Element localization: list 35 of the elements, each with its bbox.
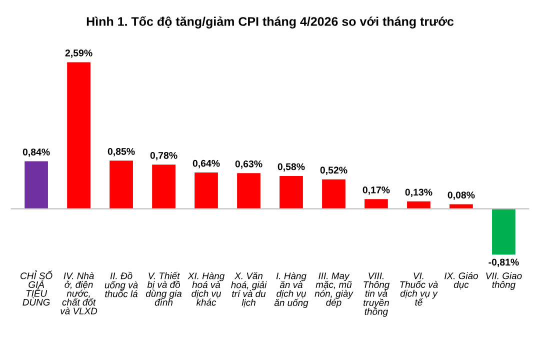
data-label: 0,08% (448, 192, 475, 200)
data-label: 0,52% (320, 166, 348, 175)
x-tick-label: III. May mặc, mũ nón, giày dép (314, 272, 354, 308)
bar (237, 173, 260, 209)
data-label: 0,64% (192, 160, 220, 168)
chart-title: Hình 1. Tốc độ tăng/giảm CPI tháng 4/2026 so với tháng trước (86, 16, 454, 28)
x-tick-label: I. Hàng ăn và dịch vụ ăn uống (274, 272, 308, 308)
bar (110, 160, 133, 209)
x-tick-label: X. Văn hoá, giải trí và du lịch (231, 272, 267, 308)
bar (280, 176, 303, 209)
x-tick-label: VIII. Thông tin và truyền thông (364, 272, 390, 317)
bar (492, 208, 516, 255)
bar (322, 179, 346, 209)
data-label: 0,58% (278, 163, 305, 172)
data-label: 0,63% (235, 160, 262, 169)
x-tick-label: V. Thiết bị và đồ dùng gia đình (146, 272, 182, 306)
x-tick-label: CHỈ SỐ GIÁ TIÊU DÙNG (20, 270, 52, 306)
data-label: 0,13% (405, 188, 432, 198)
bar (152, 164, 176, 209)
data-label: 2,59% (65, 50, 92, 58)
data-label: 0,85% (108, 148, 135, 156)
x-tick-label: II. Đồ uống và thuốc lá (104, 272, 138, 298)
x-tick-label: IX. Giáo dục (444, 272, 478, 290)
bar (194, 172, 218, 209)
data-label: -0,81% (488, 258, 519, 268)
bar (24, 161, 48, 209)
x-tick-label: XI. Hàng hoá và dịch vụ khác (188, 272, 225, 306)
x-tick-label: VII. Giao thông (486, 272, 522, 290)
x-tick-label: IV. Nhà ở, điện nước, chất đốt và VLXD (60, 272, 98, 314)
x-tick-label: VI. Thuốc và dịch vụ y tế (400, 272, 438, 306)
data-label: 0,84% (22, 148, 50, 157)
data-label: 0,17% (362, 186, 390, 195)
data-label: 0,78% (150, 152, 178, 160)
bar (67, 62, 90, 209)
bar (364, 199, 388, 209)
